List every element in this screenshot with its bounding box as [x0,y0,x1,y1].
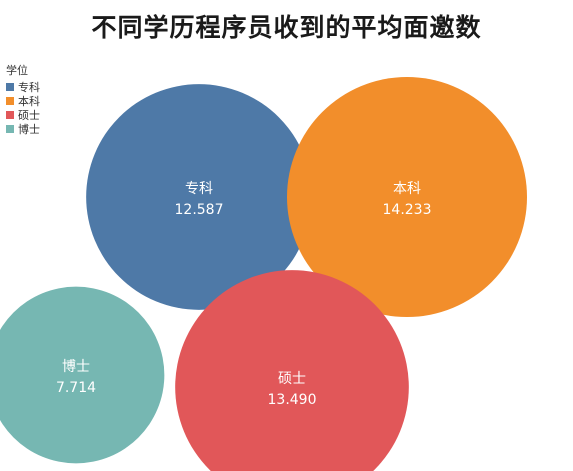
legend-item-zhuanke: 专科 [6,80,40,94]
bubble-boshi [0,286,165,464]
bubble-value-label: 12.587 [175,202,224,218]
bubble-category-label: 硕士 [278,371,306,387]
legend-item-shuoshi: 硕士 [6,108,40,122]
legend-item-benke: 本科 [6,94,40,108]
legend-label: 本科 [18,95,40,108]
bubble-shuoshi [175,270,409,471]
legend-title: 学位 [6,64,28,77]
bubble-value-label: 7.714 [56,380,96,396]
legend-swatch [6,125,14,133]
legend: 学位 专科 本科 硕士 博士 [6,62,40,136]
bubble-zhuanke [86,84,312,310]
legend-swatch [6,83,14,91]
bubble-category-label: 博士 [62,358,90,375]
legend-item-boshi: 博士 [6,122,40,136]
bubble-category-label: 专科 [185,181,213,197]
bubble-benke [287,77,527,317]
chart-title: 不同学历程序员收到的平均面邀数 [91,13,482,42]
bubble-category-label: 本科 [393,181,421,197]
legend-swatch [6,111,14,119]
bubble-value-label: 13.490 [268,392,317,408]
legend-label: 专科 [18,81,40,94]
legend-swatch [6,97,14,105]
legend-label: 博士 [18,123,40,136]
bubble-value-label: 14.233 [383,202,432,218]
legend-label: 硕士 [18,109,40,122]
